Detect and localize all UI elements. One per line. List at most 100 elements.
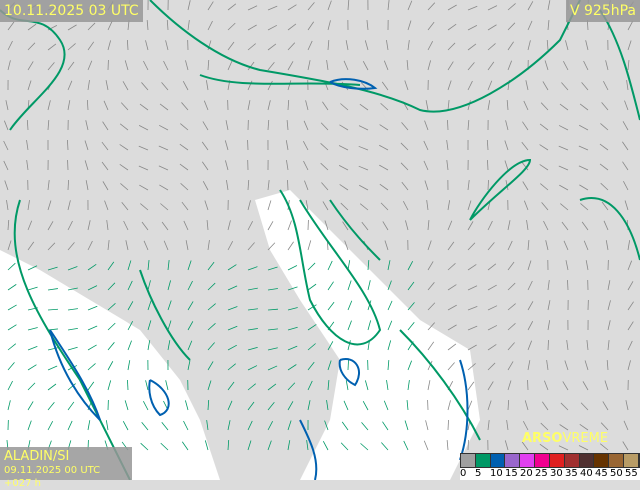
wind-barb: [468, 120, 469, 130]
wind-barb: [248, 440, 251, 450]
wind-barb: [508, 61, 512, 70]
wind-barb: [188, 0, 190, 10]
wind-barb: [106, 80, 108, 90]
wind-barb: [448, 305, 457, 310]
wind-barb: [181, 183, 188, 190]
wind-barb: [268, 441, 271, 450]
wind-barb: [424, 141, 428, 150]
wind-barb: [405, 81, 408, 90]
wind-barb: [148, 320, 151, 330]
legend-swatch: [476, 454, 491, 467]
wind-barb: [303, 141, 308, 150]
wind-barb: [48, 120, 49, 130]
wind-barb: [328, 20, 331, 30]
wind-barb: [548, 280, 549, 290]
wind-barb: [268, 384, 276, 390]
legend-swatch: [594, 454, 609, 467]
wind-barb: [627, 80, 628, 90]
wind-barb: [566, 260, 568, 270]
wind-barb: [183, 81, 188, 90]
wind-barb: [288, 308, 298, 310]
wind-barb: [268, 62, 274, 70]
wind-barb: [487, 140, 488, 150]
wind-barb: [162, 222, 168, 230]
wind-barb: [88, 241, 92, 250]
wind-barb: [408, 261, 413, 270]
wind-barb: [448, 62, 453, 70]
wind-barb: [384, 61, 388, 70]
wind-barb: [168, 301, 171, 310]
wind-barb: [321, 182, 328, 190]
wind-barb: [128, 260, 131, 270]
wind-barb: [248, 25, 257, 30]
wind-barb: [180, 164, 188, 170]
wind-barb: [128, 281, 132, 290]
wind-barb: [104, 101, 108, 110]
wind-barb: [188, 301, 193, 310]
wind-barb: [488, 420, 489, 430]
wind-barb: [428, 60, 431, 70]
wind-barb: [48, 200, 51, 210]
wind-barb: [468, 25, 477, 30]
wind-barb: [625, 200, 628, 210]
wind-barb: [228, 420, 230, 430]
wind-barb: [68, 221, 73, 230]
wind-barb: [125, 60, 128, 70]
wind-barb: [622, 162, 628, 170]
wind-barb: [228, 307, 237, 310]
wind-barb: [120, 164, 128, 170]
wind-barb: [248, 267, 257, 270]
wind-barb: [363, 61, 368, 70]
wind-barb: [268, 6, 277, 10]
sea-area: [0, 190, 480, 480]
legend-tick: 30: [550, 468, 565, 480]
wind-barb: [488, 363, 495, 370]
wind-barb: [248, 221, 253, 230]
wind-barb: [185, 60, 188, 70]
wind-barb: [202, 162, 208, 170]
wind-barb: [540, 124, 548, 130]
wind-barb: [560, 204, 568, 210]
wind-barb: [102, 162, 108, 170]
wind-barb: [208, 60, 209, 70]
wind-barb: [288, 43, 295, 50]
wind-barb: [268, 329, 278, 330]
wind-barb: [602, 102, 608, 110]
wind-barb: [28, 221, 32, 230]
wind-barb: [28, 242, 34, 250]
wind-barb: [8, 220, 9, 230]
wind-barb: [248, 6, 257, 10]
wind-barb: [168, 260, 169, 270]
wind-barb: [308, 60, 310, 70]
wind-barb: [308, 2, 314, 10]
wind-barb: [468, 221, 473, 230]
wind-barb: [528, 360, 530, 370]
wind-barb: [425, 180, 428, 190]
wind-barb: [505, 141, 508, 150]
wind-barb: [139, 166, 148, 170]
wind-barb: [508, 220, 510, 230]
wind-barb: [628, 60, 629, 70]
wind-barb: [528, 240, 529, 250]
legend-tick: 0: [460, 468, 475, 480]
wind-barb: [561, 403, 568, 410]
wind-barb: [508, 343, 515, 350]
wind-barb: [402, 122, 408, 130]
brand-bold: ARSO: [522, 431, 563, 446]
wind-barb: [188, 360, 190, 370]
wind-barb: [208, 400, 209, 410]
wind-barb: [380, 125, 388, 130]
wind-barb: [188, 20, 189, 30]
wind-barb: [166, 40, 168, 50]
wind-barb: [468, 243, 475, 250]
wind-barb: [488, 100, 490, 110]
wind-barb: [348, 0, 349, 10]
wind-barb: [127, 40, 128, 50]
wind-barb: [584, 61, 588, 70]
wind-barb: [226, 180, 228, 190]
wind-barb: [587, 340, 588, 350]
wind-barb: [208, 323, 215, 330]
wind-barb: [88, 220, 90, 230]
wind-barb: [68, 62, 74, 70]
